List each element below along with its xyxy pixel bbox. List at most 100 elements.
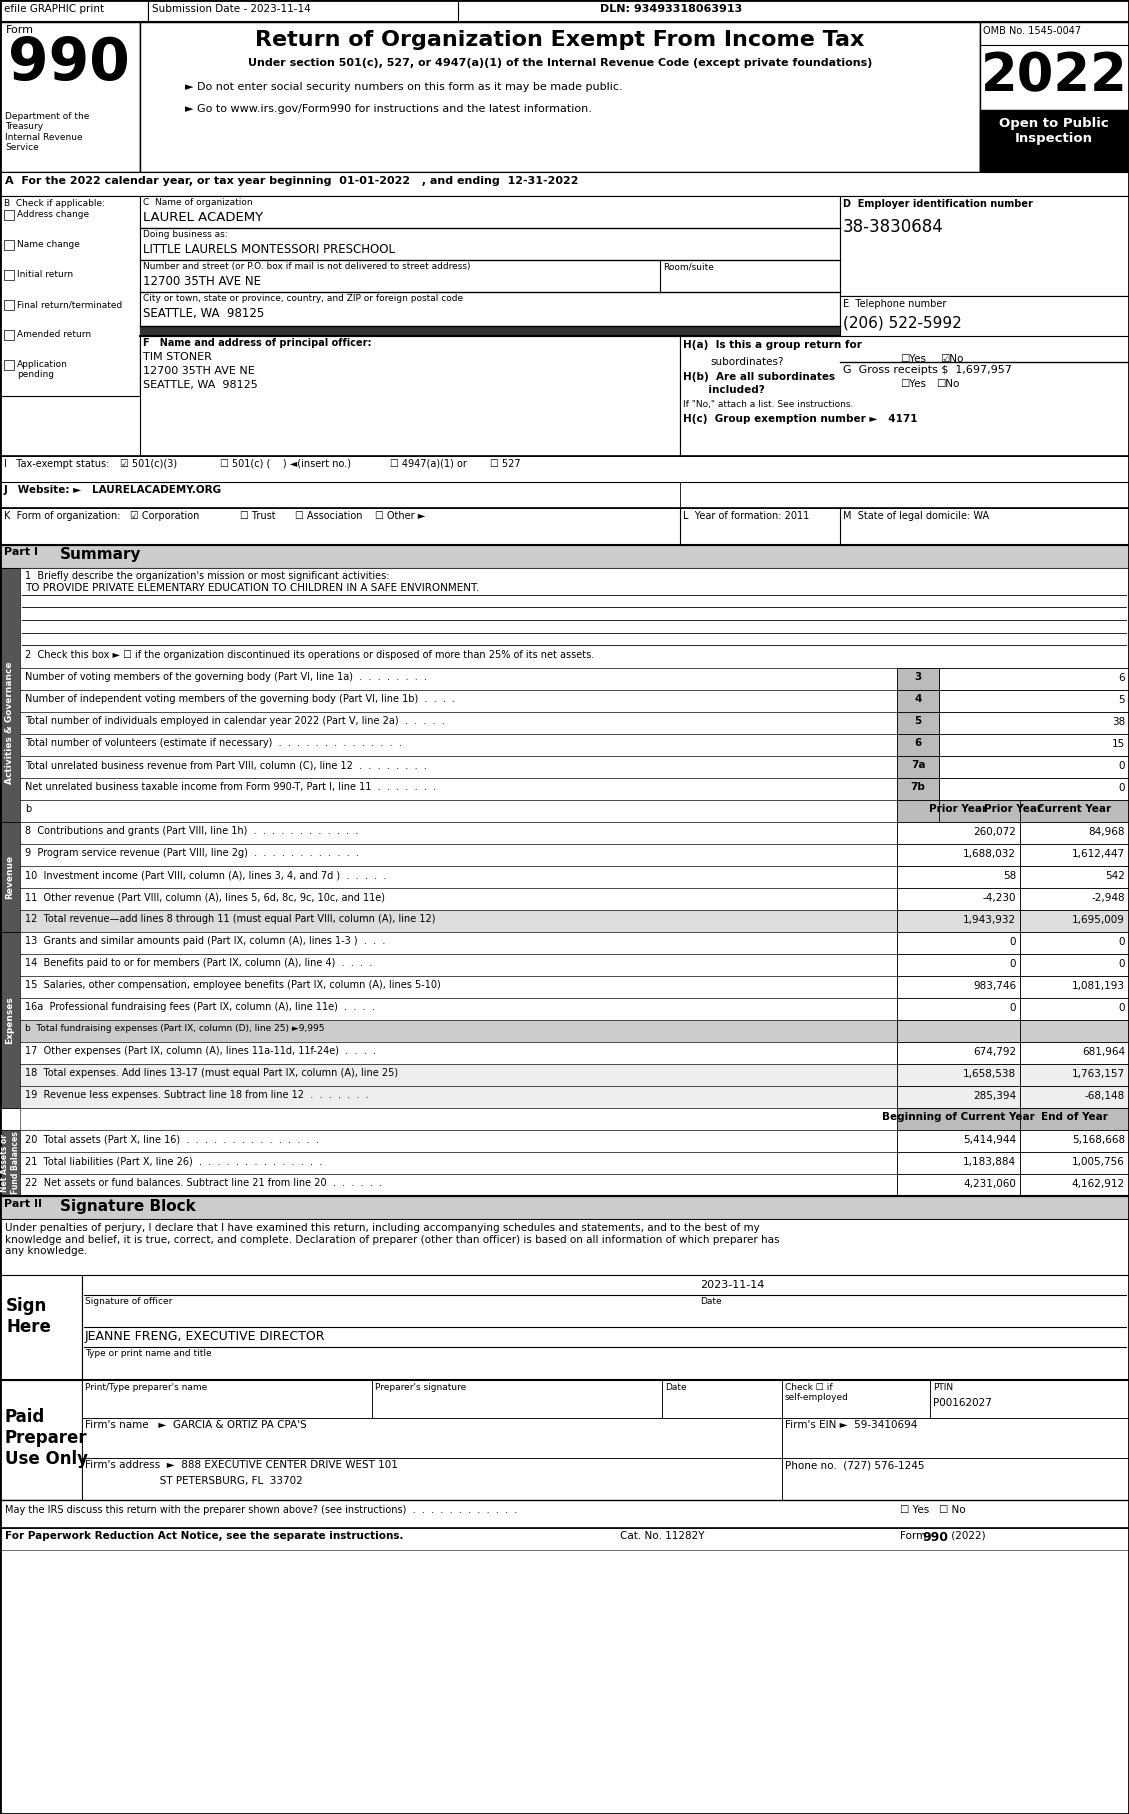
Text: 681,964: 681,964 <box>1082 1047 1124 1058</box>
Bar <box>20 568 1129 668</box>
Text: 260,072: 260,072 <box>973 827 1016 836</box>
Text: Date: Date <box>665 1382 686 1391</box>
Bar <box>140 336 680 455</box>
Text: SEATTLE, WA  98125: SEATTLE, WA 98125 <box>143 379 257 390</box>
Bar <box>20 756 898 778</box>
Text: 2022: 2022 <box>981 51 1128 102</box>
Text: End of Year: End of Year <box>1041 1112 1108 1123</box>
Bar <box>0 0 148 22</box>
Text: ☐ 4947(a)(1) or: ☐ 4947(a)(1) or <box>390 459 467 470</box>
Text: L  Year of formation: 2011: L Year of formation: 2011 <box>683 512 809 521</box>
Text: Final return/terminated: Final return/terminated <box>17 299 122 308</box>
Text: SEATTLE, WA  98125: SEATTLE, WA 98125 <box>143 307 264 319</box>
Text: 6: 6 <box>1119 673 1124 684</box>
Text: 5,414,944: 5,414,944 <box>963 1136 1016 1145</box>
Text: Prior Year: Prior Year <box>929 804 987 814</box>
Bar <box>898 1041 1019 1065</box>
Bar <box>939 756 1129 778</box>
Bar <box>898 1065 1019 1087</box>
Bar <box>20 932 898 954</box>
Text: 18  Total expenses. Add lines 13-17 (must equal Part IX, column (A), line 25): 18 Total expenses. Add lines 13-17 (must… <box>25 1068 399 1078</box>
Text: Activities & Governance: Activities & Governance <box>6 662 15 784</box>
Text: 1,688,032: 1,688,032 <box>963 849 1016 860</box>
Bar <box>840 296 1129 395</box>
Bar <box>0 568 20 878</box>
Text: b  Total fundraising expenses (Part IX, column (D), line 25) ►9,995: b Total fundraising expenses (Part IX, c… <box>25 1023 324 1032</box>
Text: Submission Date - 2023-11-14: Submission Date - 2023-11-14 <box>152 4 310 15</box>
Bar <box>0 1130 20 1195</box>
Text: M  State of legal domicile: WA: M State of legal domicile: WA <box>843 512 989 521</box>
Text: Print/Type preparer's name: Print/Type preparer's name <box>85 1382 208 1391</box>
Text: ☐ 527: ☐ 527 <box>490 459 520 470</box>
Text: 542: 542 <box>1105 871 1124 882</box>
Bar <box>898 1108 1129 1130</box>
Bar <box>20 778 898 800</box>
Bar <box>1019 1152 1129 1174</box>
Bar <box>20 1152 898 1174</box>
Text: Application
pending: Application pending <box>17 359 68 379</box>
Text: 0: 0 <box>1119 784 1124 793</box>
Bar <box>0 1275 82 1380</box>
Bar <box>20 1130 898 1152</box>
Text: Net unrelated business taxable income from Form 990-T, Part I, line 11  .  .  . : Net unrelated business taxable income fr… <box>25 782 436 793</box>
Text: 38-3830684: 38-3830684 <box>843 218 944 236</box>
Text: subordinates?: subordinates? <box>710 357 784 366</box>
Bar <box>782 1419 1129 1458</box>
Bar <box>898 865 1019 889</box>
Bar <box>898 822 1019 844</box>
Bar <box>0 483 680 508</box>
Text: A  For the 2022 calendar year, or tax year beginning  01-01-2022   , and ending : A For the 2022 calendar year, or tax yea… <box>5 176 578 187</box>
Text: -68,148: -68,148 <box>1085 1090 1124 1101</box>
Text: Initial return: Initial return <box>17 270 73 279</box>
Bar <box>0 22 140 172</box>
Text: included?: included? <box>683 385 764 395</box>
Bar <box>0 172 1129 196</box>
Bar <box>782 1458 1129 1500</box>
Bar <box>898 976 1019 998</box>
Bar <box>5 210 14 219</box>
Bar <box>0 1219 1129 1275</box>
Text: 12700 35TH AVE NE: 12700 35TH AVE NE <box>143 366 255 375</box>
Text: Form: Form <box>6 25 34 34</box>
Text: K  Form of organization:: K Form of organization: <box>5 512 121 521</box>
Bar <box>840 363 1129 397</box>
Text: Expenses: Expenses <box>6 996 15 1043</box>
Bar <box>20 844 898 865</box>
Bar <box>0 932 20 1108</box>
Text: ☐Yes: ☐Yes <box>900 354 926 365</box>
Text: Summary: Summary <box>60 548 141 562</box>
Text: D  Employer identification number: D Employer identification number <box>843 200 1033 209</box>
Bar <box>0 22 1129 172</box>
Bar <box>898 1130 1019 1152</box>
Bar <box>20 998 898 1019</box>
Text: ☐ Trust: ☐ Trust <box>240 512 275 521</box>
Bar <box>1019 1065 1129 1087</box>
Text: Revenue: Revenue <box>6 854 15 900</box>
Bar <box>5 299 14 310</box>
Text: 1,658,538: 1,658,538 <box>963 1068 1016 1079</box>
Text: E  Telephone number: E Telephone number <box>843 299 946 308</box>
Text: OMB No. 1545-0047: OMB No. 1545-0047 <box>983 25 1082 36</box>
Bar <box>20 889 898 911</box>
Text: Part I: Part I <box>5 548 38 557</box>
Text: 12700 35TH AVE NE: 12700 35TH AVE NE <box>143 276 261 288</box>
Bar <box>20 1065 898 1087</box>
Text: 7a: 7a <box>911 760 926 769</box>
Bar <box>20 976 898 998</box>
Text: Paid
Preparer
Use Only: Paid Preparer Use Only <box>5 1408 88 1468</box>
Bar <box>20 689 898 713</box>
Bar <box>680 336 1129 455</box>
Text: 16a  Professional fundraising fees (Part IX, column (A), line 11e)  .  .  .  .: 16a Professional fundraising fees (Part … <box>25 1001 375 1012</box>
Bar <box>898 668 939 689</box>
Text: 19  Revenue less expenses. Subtract line 18 from line 12  .  .  .  .  .  .  .: 19 Revenue less expenses. Subtract line … <box>25 1090 369 1099</box>
Bar <box>898 954 1019 976</box>
Text: 3: 3 <box>914 671 921 682</box>
Text: 0: 0 <box>1119 960 1124 969</box>
Text: 4: 4 <box>914 695 921 704</box>
Bar <box>939 735 1129 756</box>
Text: JEANNE FRENG, EXECUTIVE DIRECTOR: JEANNE FRENG, EXECUTIVE DIRECTOR <box>85 1330 325 1342</box>
Bar <box>140 22 980 172</box>
Bar <box>662 1380 782 1419</box>
Bar <box>1019 822 1129 844</box>
Bar <box>20 1174 898 1195</box>
